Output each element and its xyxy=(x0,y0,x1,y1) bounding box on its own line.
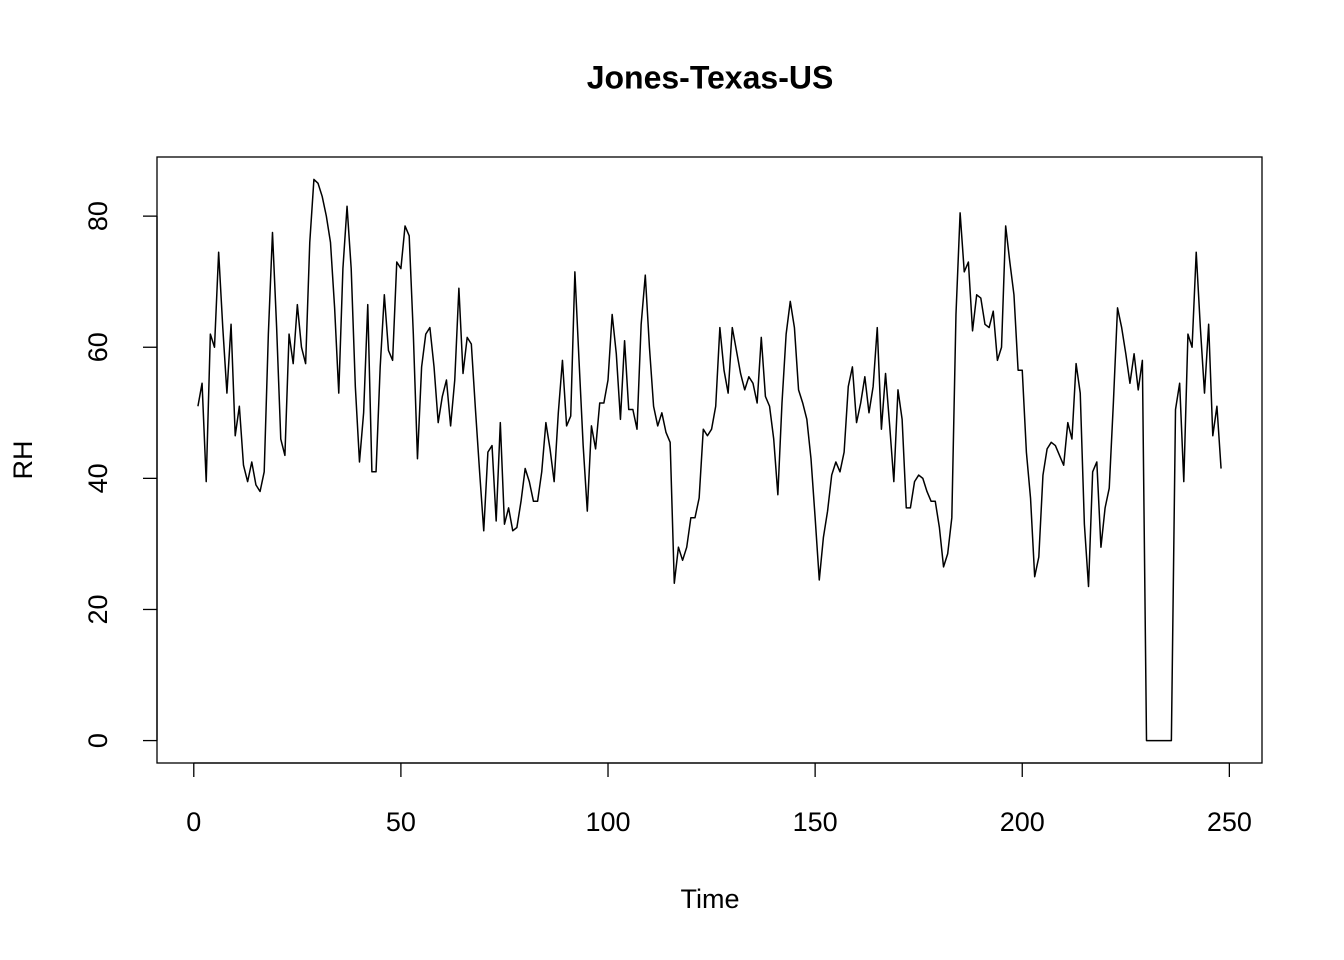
x-tick-label: 250 xyxy=(1207,807,1252,837)
x-tick-label: 50 xyxy=(386,807,416,837)
x-tick-label: 0 xyxy=(186,807,201,837)
chart-title: Jones-Texas-US xyxy=(587,59,834,95)
x-tick-label: 150 xyxy=(793,807,838,837)
y-tick-label: 60 xyxy=(83,332,113,362)
data-line xyxy=(197,178,1222,742)
plot-box xyxy=(156,156,1263,764)
x-tick-label: 100 xyxy=(585,807,630,837)
x-tick-label: 200 xyxy=(1000,807,1045,837)
x-axis-label: Time xyxy=(681,884,740,914)
y-tick-label: 80 xyxy=(83,201,113,231)
y-tick-label: 20 xyxy=(83,594,113,624)
y-tick-label: 0 xyxy=(83,733,113,748)
y-axis-label: RH xyxy=(8,441,38,480)
y-tick-label: 40 xyxy=(83,463,113,493)
